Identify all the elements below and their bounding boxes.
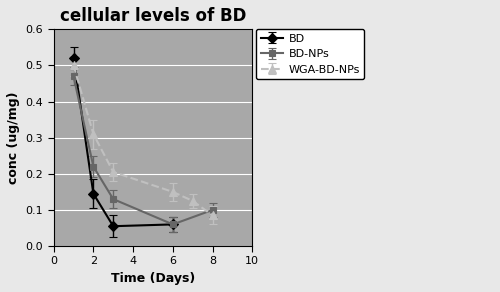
Legend: BD, BD-NPs, WGA-BD-NPs: BD, BD-NPs, WGA-BD-NPs [256,29,364,79]
Y-axis label: conc (ug/mg): conc (ug/mg) [7,91,20,184]
X-axis label: Time (Days): Time (Days) [111,272,195,285]
Title: cellular levels of BD: cellular levels of BD [60,7,246,25]
